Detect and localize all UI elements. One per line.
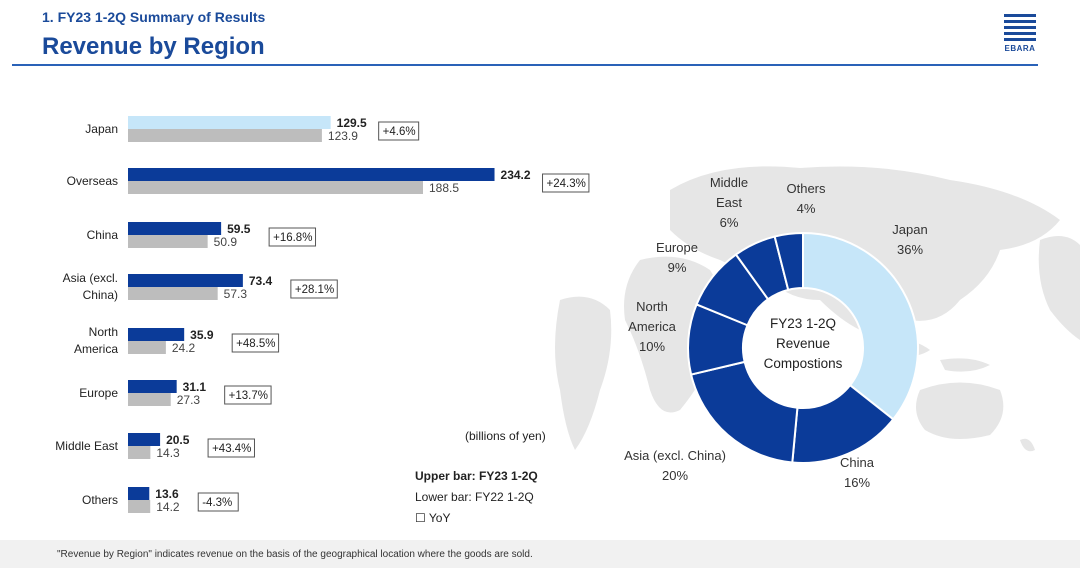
- value-label-fy22-0: 123.9: [328, 129, 358, 143]
- yoy-label-5: +13.7%: [229, 390, 268, 402]
- donut-label-2-1: 20%: [662, 468, 688, 483]
- yoy-label-3: +28.1%: [295, 284, 334, 296]
- donut-label-1-1: 16%: [844, 475, 870, 490]
- bar-fy22-3: [128, 287, 218, 300]
- category-label-1: Overseas: [66, 173, 118, 188]
- bar-fy23-0: [128, 116, 331, 129]
- footnote: "Revenue by Region" indicates revenue on…: [57, 549, 533, 560]
- bar-fy22-7: [128, 500, 151, 513]
- yoy-box-1: [542, 173, 590, 193]
- donut-center-label-0: FY23 1-2Q: [770, 316, 836, 331]
- category-label-7: Others: [81, 492, 118, 507]
- yoy-label-4: +48.5%: [236, 338, 275, 350]
- yoy-label-0: +4.6%: [383, 126, 416, 138]
- donut-label-6-1: 4%: [797, 201, 816, 216]
- bar-fy22-0: [128, 129, 322, 142]
- yoy-box-4: [231, 333, 280, 353]
- units-note: (billions of yen): [465, 429, 546, 443]
- category-label-3: Asia (excl. China): [62, 271, 118, 302]
- value-label-fy23-1: 234.2: [501, 168, 531, 182]
- donut-label-0-1: 36%: [897, 242, 923, 257]
- donut-label-0-0: Japan: [892, 222, 927, 237]
- legend-upper: Upper bar: FY23 1-2Q: [415, 469, 538, 483]
- value-label-fy22-6: 14.3: [156, 446, 180, 460]
- donut-label-3-2: 10%: [639, 339, 665, 354]
- value-label-fy23-4: 35.9: [190, 328, 214, 342]
- section-subtitle: 1. FY23 1-2Q Summary of Results: [42, 9, 266, 25]
- header-divider: [12, 64, 1038, 66]
- category-label-6: Middle East: [55, 438, 118, 453]
- donut-label-5-1: East: [716, 195, 742, 210]
- yoy-label-2: +16.8%: [273, 232, 312, 244]
- bar-fy23-7: [128, 487, 150, 500]
- yoy-box-0: [378, 121, 420, 141]
- donut-slice-0: [802, 231, 919, 421]
- bar-fy22-6: [128, 446, 151, 459]
- logo-text: EBARA: [1004, 44, 1036, 53]
- value-label-fy23-6: 20.5: [166, 433, 190, 447]
- donut-label-2-0: Asia (excl. China): [624, 448, 726, 463]
- bar-fy23-6: [128, 433, 161, 446]
- donut-label-5-0: Middle: [710, 175, 748, 190]
- footer-band: [0, 540, 1080, 568]
- yoy-label-7: -4.3%: [202, 497, 232, 509]
- yoy-box-5: [224, 385, 272, 405]
- value-label-fy22-1: 188.5: [429, 181, 459, 195]
- category-label-2: China: [86, 227, 118, 242]
- value-label-fy22-3: 57.3: [224, 287, 248, 301]
- value-label-fy23-0: 129.5: [337, 116, 367, 130]
- bar-fy23-4: [128, 328, 185, 341]
- donut-slice-6: [773, 231, 804, 292]
- category-label-0: Japan: [85, 121, 118, 136]
- value-label-fy22-7: 14.2: [156, 500, 180, 514]
- donut-label-1-0: China: [840, 455, 875, 470]
- bar-fy22-5: [128, 393, 171, 406]
- category-label-4: North America: [73, 325, 118, 356]
- ebara-logo-icon: [1004, 14, 1036, 41]
- yoy-box-7: [197, 492, 239, 512]
- value-label-fy22-2: 50.9: [214, 235, 238, 249]
- donut-center-label-2: Compostions: [764, 356, 843, 371]
- page-title: Revenue by Region: [42, 33, 265, 60]
- category-label-5: Europe: [79, 385, 118, 400]
- yoy-box-2: [268, 227, 317, 247]
- value-label-fy23-2: 59.5: [227, 222, 251, 236]
- yoy-box-6: [207, 438, 255, 458]
- donut-label-4-1: 9%: [668, 260, 687, 275]
- value-label-fy23-3: 73.4: [249, 274, 273, 288]
- legend-yoy: ☐ YoY: [415, 511, 451, 525]
- donut-center-label-1: Revenue: [776, 336, 830, 351]
- bar-fy23-2: [128, 222, 222, 235]
- bar-fy23-3: [128, 274, 243, 287]
- yoy-label-6: +43.4%: [212, 443, 251, 455]
- value-label-fy22-5: 27.3: [177, 393, 201, 407]
- donut-label-3-1: America: [628, 319, 676, 334]
- donut-label-4-0: Europe: [656, 240, 698, 255]
- donut-label-6-0: Others: [786, 181, 826, 196]
- yoy-label-1: +24.3%: [547, 178, 586, 190]
- donut-label-5-2: 6%: [720, 215, 739, 230]
- value-label-fy23-7: 13.6: [155, 487, 179, 501]
- bar-fy22-1: [128, 181, 424, 194]
- value-label-fy22-4: 24.2: [172, 341, 196, 355]
- bar-fy23-1: [128, 168, 495, 181]
- legend-lower: Lower bar: FY22 1-2Q: [415, 490, 534, 504]
- donut-slice-2: [689, 360, 799, 464]
- bar-fy23-5: [128, 380, 177, 393]
- yoy-box-3: [290, 279, 338, 299]
- bar-fy22-2: [128, 235, 208, 248]
- value-label-fy23-5: 31.1: [183, 380, 207, 394]
- bar-fy22-4: [128, 341, 166, 354]
- donut-label-3-0: North: [636, 299, 668, 314]
